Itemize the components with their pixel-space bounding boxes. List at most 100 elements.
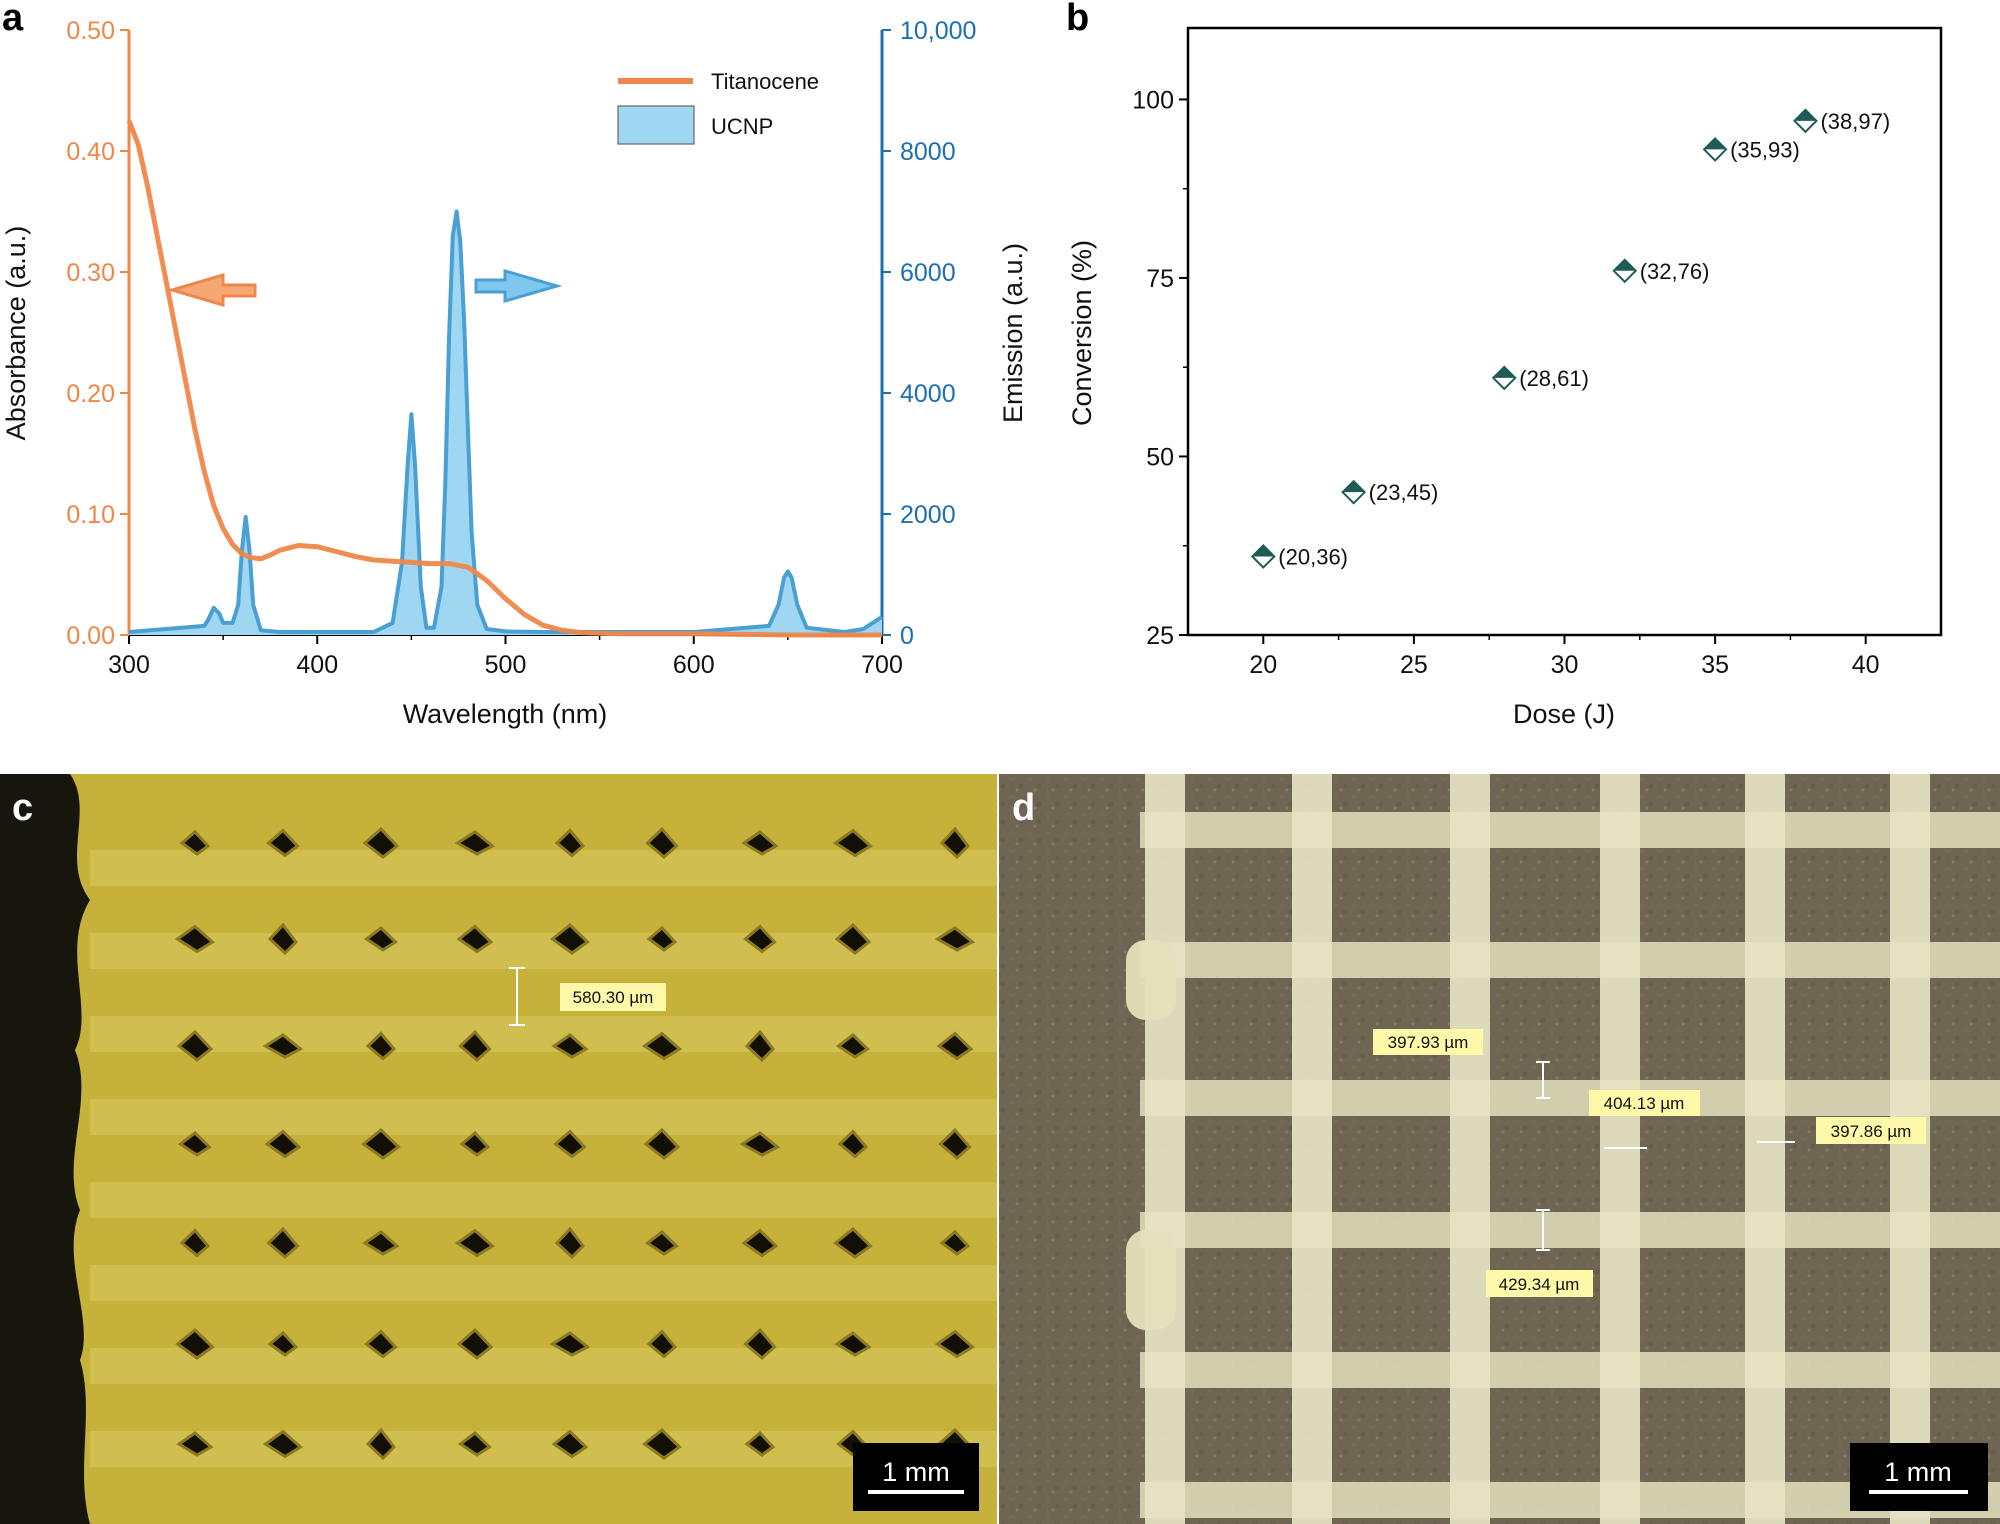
right-y-tick-label: 0 bbox=[900, 622, 914, 650]
panel-b-letter: b bbox=[1066, 0, 1089, 39]
pore bbox=[744, 1029, 775, 1063]
y-tick-label: 75 bbox=[1146, 265, 1174, 293]
scale-bar-label: 1 mm bbox=[882, 1457, 950, 1487]
left-arrow-icon bbox=[166, 272, 257, 308]
right-y-tick-label: 6000 bbox=[900, 259, 956, 287]
pore bbox=[267, 922, 298, 956]
legend-ucnp: UCNP bbox=[711, 114, 773, 139]
pore bbox=[363, 926, 398, 952]
pore bbox=[362, 1230, 400, 1256]
pore bbox=[179, 829, 211, 856]
measurement-label: 397.86 µm bbox=[1831, 1122, 1912, 1141]
measurement-label: 404.13 µm bbox=[1604, 1094, 1685, 1113]
pore bbox=[267, 1330, 299, 1357]
pore bbox=[361, 1128, 401, 1160]
pore bbox=[362, 826, 400, 859]
panel-b: b 20 25 30 35 40 25 50 75 100 (20,36) (23,45) (28,… bbox=[1066, 0, 1943, 729]
diamond-marker-fill bbox=[1342, 481, 1365, 493]
panel-c-letter: c bbox=[12, 787, 33, 829]
diamond-marker-fill bbox=[1252, 545, 1275, 557]
pore bbox=[454, 1228, 496, 1258]
pore bbox=[174, 924, 216, 954]
x-tick-label: 300 bbox=[108, 651, 150, 679]
filament-stripe bbox=[90, 1099, 997, 1135]
ucnp-series bbox=[128, 209, 884, 635]
measurement-label: 397.93 µm bbox=[1388, 1033, 1469, 1052]
x-axis-title: Wavelength (nm) bbox=[403, 699, 608, 729]
pore bbox=[458, 1029, 492, 1062]
point-label: (35,93) bbox=[1730, 137, 1800, 162]
pore bbox=[832, 828, 874, 858]
right-arrow-icon bbox=[474, 269, 563, 303]
pore bbox=[743, 924, 777, 954]
diamond-marker-fill bbox=[1493, 366, 1516, 378]
scatter-point bbox=[1793, 108, 1818, 134]
pore bbox=[743, 1327, 777, 1360]
pore bbox=[551, 1429, 589, 1459]
legend-ucnp-swatch bbox=[617, 105, 695, 145]
left-y-axis-title: Absorbance (a.u.) bbox=[1, 226, 31, 441]
measurement-label-bg bbox=[1816, 1117, 1926, 1144]
measurement-label-bg bbox=[560, 983, 666, 1011]
pore bbox=[175, 1328, 215, 1360]
right-y-tick-label: 8000 bbox=[900, 138, 956, 166]
pore bbox=[834, 922, 872, 955]
pore bbox=[454, 830, 496, 856]
pore bbox=[837, 1129, 869, 1159]
left-y-tick-label: 0.20 bbox=[66, 380, 115, 408]
pore bbox=[549, 1331, 591, 1357]
horizontal-strand bbox=[1140, 1080, 2000, 1116]
filament-stripe bbox=[90, 1348, 997, 1384]
measurement-label: 580.30 µm bbox=[573, 988, 654, 1007]
micrograph-background bbox=[0, 774, 997, 1524]
left-y-tick-label: 0.40 bbox=[66, 138, 115, 166]
legend-titanocene: Titanocene bbox=[711, 69, 819, 94]
left-y-tick-label: 0.50 bbox=[66, 17, 115, 45]
pore bbox=[934, 926, 976, 952]
point-label: (23,45) bbox=[1369, 480, 1439, 505]
pore bbox=[744, 1430, 776, 1457]
right-y-axis-title: Emission (a.u.) bbox=[998, 243, 1028, 423]
pore bbox=[939, 826, 970, 860]
pore bbox=[741, 830, 779, 856]
pore bbox=[457, 1431, 492, 1457]
point-label: (32,76) bbox=[1640, 259, 1710, 284]
x-tick-label: 500 bbox=[485, 651, 527, 679]
left-y-tick-label: 0.00 bbox=[66, 622, 115, 650]
pore-grid bbox=[174, 826, 976, 1461]
scatter-point bbox=[1491, 365, 1517, 391]
pore bbox=[456, 1327, 494, 1360]
pore bbox=[934, 1329, 976, 1359]
vertical-strand bbox=[1890, 774, 1930, 1524]
right-y-tick-label: 2000 bbox=[900, 501, 956, 529]
x-tick-label: 40 bbox=[1852, 651, 1880, 679]
panel-d-micrograph: 397.93 µm 404.13 µm 397.86 µm 429.34 µm … bbox=[999, 774, 2000, 1524]
point-label: (28,61) bbox=[1519, 366, 1589, 391]
pore bbox=[553, 1129, 587, 1159]
x-tick-label: 30 bbox=[1551, 651, 1579, 679]
vertical-strand bbox=[1292, 774, 1332, 1524]
pore bbox=[266, 1226, 300, 1259]
pore bbox=[641, 1031, 683, 1061]
pore bbox=[176, 1029, 214, 1062]
panel-d-letter: d bbox=[1012, 787, 1035, 829]
panel-a-letter: a bbox=[2, 0, 24, 39]
filament-stripe bbox=[90, 1182, 997, 1218]
right-y-tick-label: 10,000 bbox=[900, 17, 976, 45]
horizontal-strand bbox=[1140, 1212, 2000, 1248]
pore bbox=[741, 1228, 779, 1258]
scatter-point bbox=[1250, 544, 1276, 569]
x-tick-label: 400 bbox=[296, 651, 338, 679]
pore bbox=[833, 1227, 873, 1259]
right-y-tick-label: 4000 bbox=[900, 380, 956, 408]
pore bbox=[834, 1331, 872, 1357]
pore bbox=[646, 925, 678, 952]
strand-blob bbox=[1126, 940, 1176, 1020]
pore bbox=[459, 1130, 491, 1157]
dark-edge bbox=[0, 774, 90, 1524]
scatter-point bbox=[1702, 136, 1728, 162]
titanocene-series bbox=[126, 119, 882, 638]
pore bbox=[551, 1033, 589, 1059]
horizontal-strand bbox=[1140, 1352, 2000, 1388]
